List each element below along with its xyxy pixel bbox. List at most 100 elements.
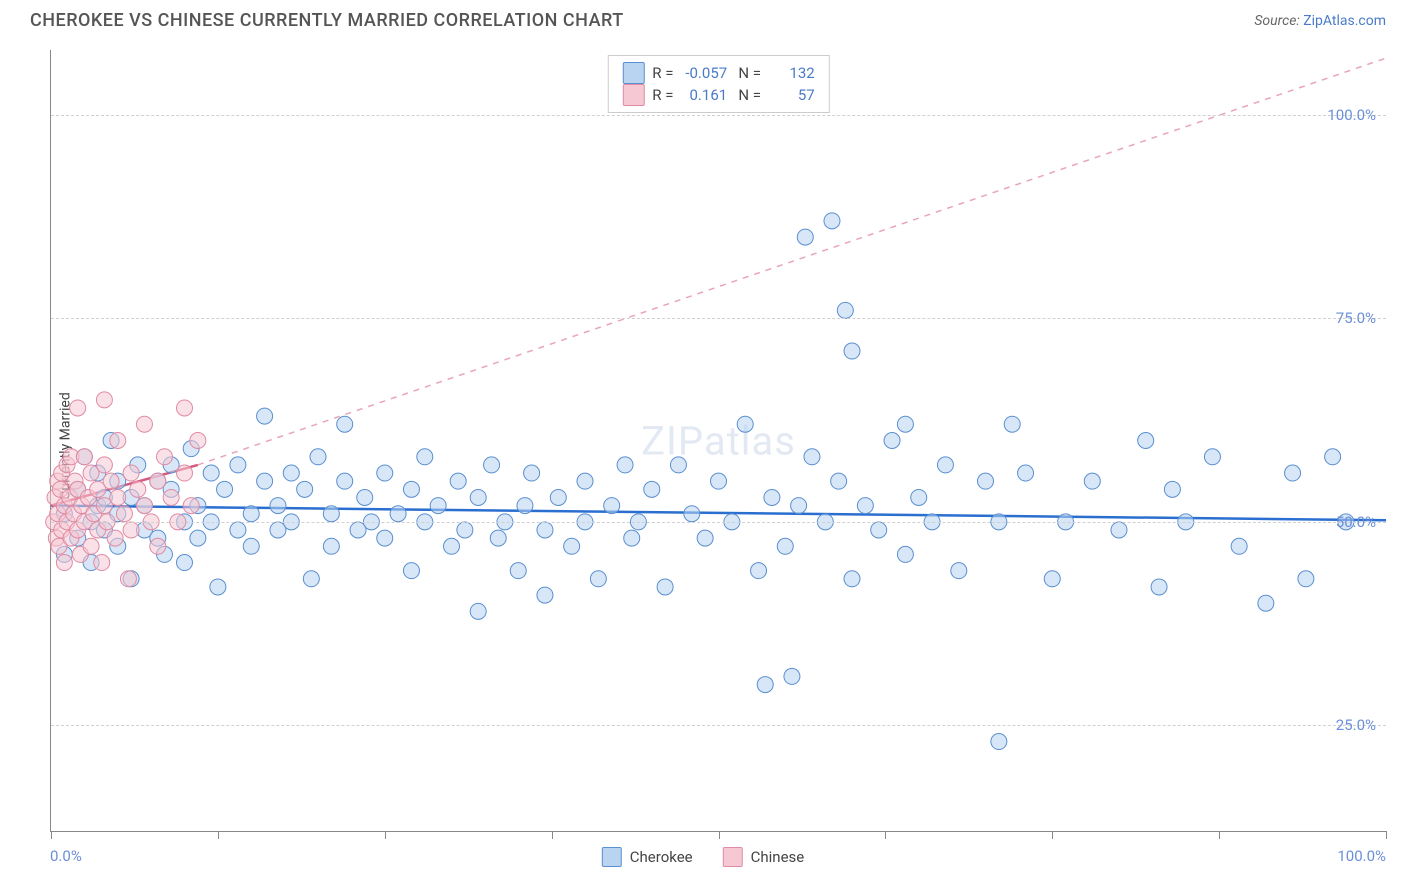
data-point (784, 668, 800, 684)
y-tick-label: 50.0% (1336, 513, 1376, 531)
data-point (951, 563, 967, 579)
data-point (577, 473, 593, 489)
data-point (337, 473, 353, 489)
data-point (130, 481, 146, 497)
data-point (110, 489, 126, 505)
x-tick (1219, 831, 1220, 839)
data-point (417, 449, 433, 465)
x-tick (719, 831, 720, 839)
data-point (524, 465, 540, 481)
gridline (51, 522, 1386, 523)
stats-row: R = -0.057 N = 132 (622, 62, 814, 84)
gridline (51, 318, 1386, 319)
data-point (110, 433, 126, 449)
data-point (96, 457, 112, 473)
stats-text: R = -0.057 N = 132 (652, 64, 814, 82)
data-point (357, 489, 373, 505)
regression-line (198, 58, 1386, 465)
data-point (897, 416, 913, 432)
data-point (1084, 473, 1100, 489)
legend-swatch (622, 84, 644, 106)
data-point (177, 400, 193, 416)
data-point (136, 416, 152, 432)
data-point (1325, 449, 1341, 465)
data-point (150, 473, 166, 489)
data-point (737, 416, 753, 432)
stats-row: R = 0.161 N = 57 (622, 84, 814, 106)
data-point (537, 522, 553, 538)
y-tick-label: 25.0% (1336, 716, 1376, 734)
data-point (537, 587, 553, 603)
source-attribution: Source: ZipAtlas.com (1254, 13, 1386, 29)
data-point (937, 457, 953, 473)
data-point (56, 555, 72, 571)
data-point (96, 392, 112, 408)
data-point (711, 473, 727, 489)
data-point (797, 229, 813, 245)
data-point (323, 538, 339, 554)
x-tick (885, 831, 886, 839)
x-tick (1052, 831, 1053, 839)
data-point (94, 555, 110, 571)
data-point (517, 498, 533, 514)
data-point (1164, 481, 1180, 497)
source-link[interactable]: ZipAtlas.com (1303, 13, 1386, 29)
legend-swatch (602, 847, 622, 867)
legend-label: Chinese (751, 848, 805, 866)
y-tick-label: 75.0% (1336, 309, 1376, 327)
data-point (70, 400, 86, 416)
data-point (911, 489, 927, 505)
legend-item: Cherokee (602, 847, 693, 867)
data-point (243, 538, 259, 554)
x-max-label: 100.0% (1337, 847, 1386, 865)
data-point (844, 343, 860, 359)
x-tick (1386, 831, 1387, 839)
data-point (831, 473, 847, 489)
data-point (257, 473, 273, 489)
data-point (804, 449, 820, 465)
data-point (751, 563, 767, 579)
data-point (871, 522, 887, 538)
data-point (1111, 522, 1127, 538)
legend-item: Chinese (723, 847, 805, 867)
data-point (136, 498, 152, 514)
data-point (657, 579, 673, 595)
data-point (590, 571, 606, 587)
data-point (1138, 433, 1154, 449)
data-point (103, 473, 119, 489)
data-point (604, 498, 620, 514)
data-point (978, 473, 994, 489)
data-point (116, 506, 132, 522)
data-point (310, 449, 326, 465)
data-point (377, 530, 393, 546)
data-point (897, 546, 913, 562)
data-point (177, 465, 193, 481)
x-min-label: 0.0% (50, 847, 82, 865)
x-tick (218, 831, 219, 839)
data-point (323, 506, 339, 522)
data-point (163, 489, 179, 505)
x-tick (51, 831, 52, 839)
correlation-stats-box: R = -0.057 N = 132 R = 0.161 N = 57 (607, 55, 829, 113)
data-point (991, 734, 1007, 750)
data-point (403, 481, 419, 497)
legend-swatch (723, 847, 743, 867)
data-point (377, 465, 393, 481)
data-point (684, 506, 700, 522)
data-point (484, 457, 500, 473)
legend-label: Cherokee (630, 848, 693, 866)
data-point (757, 677, 773, 693)
data-point (857, 498, 873, 514)
data-point (120, 571, 136, 587)
data-point (150, 538, 166, 554)
data-point (297, 481, 313, 497)
data-point (190, 433, 206, 449)
data-point (337, 416, 353, 432)
data-point (824, 213, 840, 229)
data-point (217, 481, 233, 497)
y-tick-label: 100.0% (1327, 106, 1376, 124)
data-point (83, 538, 99, 554)
data-point (624, 530, 640, 546)
data-point (430, 498, 446, 514)
data-point (230, 522, 246, 538)
